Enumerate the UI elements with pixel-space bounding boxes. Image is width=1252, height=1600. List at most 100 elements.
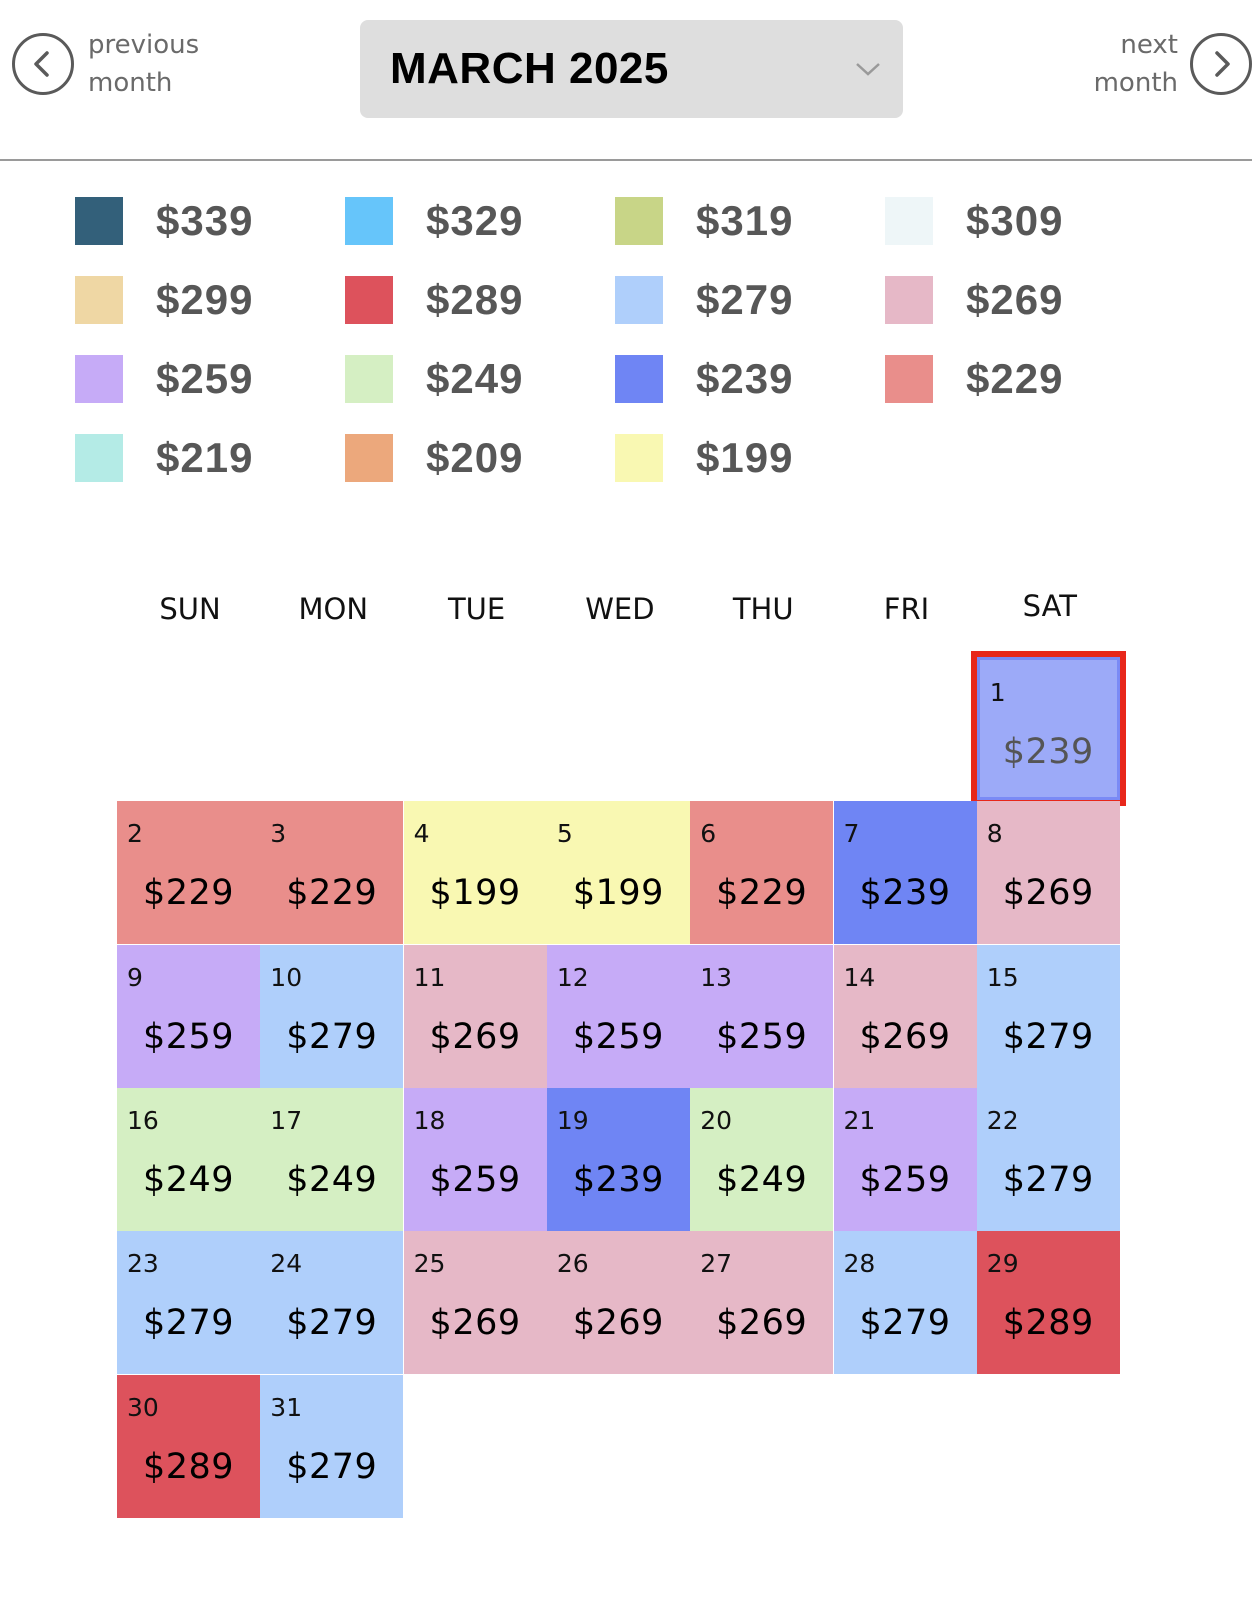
calendar-day-26[interactable]: 26 $269 [546,1231,690,1375]
calendar-day-11[interactable]: 11 $269 [403,944,547,1088]
legend-item: $279 [615,275,793,325]
calendar-day-20[interactable]: 20 $249 [690,1087,834,1231]
calendar-day-23[interactable]: 23 $279 [117,1231,260,1375]
calendar-day-8[interactable]: 8 $269 [976,801,1120,945]
day-number: 3 [270,819,287,849]
next-month-label-line1: next [1120,30,1178,60]
day-price: $239 [1002,732,1094,772]
calendar-day-10[interactable]: 10 $279 [260,944,404,1088]
day-price: $199 [429,873,521,914]
calendar-day-5[interactable]: 5 $199 [546,801,690,945]
calendar-day-28[interactable]: 28 $279 [833,1231,977,1375]
day-price: $269 [859,1016,951,1057]
weekday-thu: THU [732,592,794,626]
previous-month-label-line1: previous [88,30,200,60]
previous-month-button[interactable]: previous month [12,26,199,102]
day-price: $259 [716,1016,808,1057]
month-select[interactable]: MARCH 2025 [360,20,903,118]
calendar-day-19[interactable]: 19 $239 [546,1087,690,1231]
day-price: $279 [1002,1016,1094,1057]
calendar-day-16[interactable]: 16 $249 [117,1087,260,1231]
day-price: $279 [142,1303,235,1344]
day-number: 7 [843,819,860,849]
day-price: $279 [286,1016,378,1057]
day-number: 13 [700,962,732,992]
weekday-mon: MON [298,592,369,626]
legend-swatch [615,197,663,245]
day-price: $249 [286,1159,378,1200]
calendar-day-14[interactable]: 14 $269 [833,944,977,1088]
day-price: $269 [429,1303,521,1344]
chevron-right-circle-icon[interactable] [1190,33,1252,95]
legend-price: $299 [156,276,254,323]
calendar-day-13[interactable]: 13 $259 [690,944,834,1088]
day-price: $269 [1002,873,1094,914]
day-number: 9 [127,962,143,992]
day-number: 1 [989,678,1006,707]
legend-price: $269 [966,276,1064,323]
header-divider [0,159,1252,161]
previous-month-label[interactable]: previous month [88,26,199,102]
day-number: 25 [413,1249,446,1279]
day-price: $259 [572,1016,664,1057]
month-select-value: MARCH 2025 [390,44,669,93]
day-number: 6 [700,819,717,849]
calendar-header: previous month MARCH 2025 next month [0,0,1252,160]
next-month-button[interactable]: next month [1094,26,1252,102]
calendar-day-29[interactable]: 29 $289 [976,1231,1120,1375]
legend-swatch [885,276,933,324]
legend-swatch [885,197,933,245]
legend-price: $329 [426,197,524,244]
day-price: $259 [429,1159,521,1200]
day-number: 5 [556,819,573,849]
calendar-day-22[interactable]: 22 $279 [976,1087,1120,1231]
day-price: $279 [859,1303,951,1344]
day-price: $239 [572,1159,664,1200]
day-number: 10 [270,962,303,992]
calendar-day-6[interactable]: 6 $229 [690,801,834,945]
calendar-day-27[interactable]: 27 $269 [690,1231,834,1375]
legend-price: $209 [426,434,524,481]
next-month-label[interactable]: next month [1094,26,1178,102]
calendar-day-15[interactable]: 15 $279 [976,944,1120,1088]
day-price: $249 [142,1159,235,1200]
calendar-day-25[interactable]: 25 $269 [403,1231,547,1375]
calendar-day-4[interactable]: 4 $199 [403,801,547,945]
weekday-header-row: SUN MON TUE WED THU FRI SAT [117,589,1147,632]
legend-swatch [615,434,663,482]
calendar-day-18[interactable]: 18 $259 [403,1087,547,1231]
legend-swatch [615,276,663,324]
calendar-day-3[interactable]: 3 $229 [260,801,404,945]
day-number: 11 [413,962,446,992]
day-number: 28 [843,1249,876,1279]
calendar-day-21[interactable]: 21 $259 [833,1087,977,1231]
legend-item: $239 [615,354,793,404]
calendar-day-9[interactable]: 9 $259 [117,944,260,1088]
day-number: 8 [986,819,1003,849]
calendar-day-24[interactable]: 24 $279 [260,1231,404,1375]
day-number: 20 [700,1105,732,1135]
day-number: 15 [986,962,1019,992]
day-price: $269 [716,1303,808,1344]
chevron-left-circle-icon[interactable] [12,33,74,95]
weekday-sat: SAT [1022,589,1077,623]
legend-price: $279 [696,276,794,323]
legend-item: $309 [885,196,1063,246]
calendar-day-12[interactable]: 12 $259 [546,944,690,1088]
previous-month-label-line2: month [88,68,173,98]
day-number: 29 [986,1249,1019,1279]
day-price: $269 [429,1016,521,1057]
day-price: $239 [859,873,951,914]
legend-swatch [75,434,123,482]
calendar-day-7[interactable]: 7 $239 [833,801,977,945]
calendar-day-1[interactable]: 1 $239 [970,651,1126,806]
legend-item: $249 [345,354,523,404]
legend-price: $229 [966,355,1064,402]
legend-price: $259 [156,355,254,402]
next-month-label-line2: month [1093,68,1178,98]
calendar-day-30[interactable]: 30 $289 [117,1374,260,1518]
day-price: $279 [1002,1159,1094,1200]
calendar-day-2[interactable]: 2 $229 [117,801,260,945]
calendar-day-17[interactable]: 17 $249 [260,1087,404,1231]
calendar-day-31[interactable]: 31 $279 [260,1374,404,1518]
